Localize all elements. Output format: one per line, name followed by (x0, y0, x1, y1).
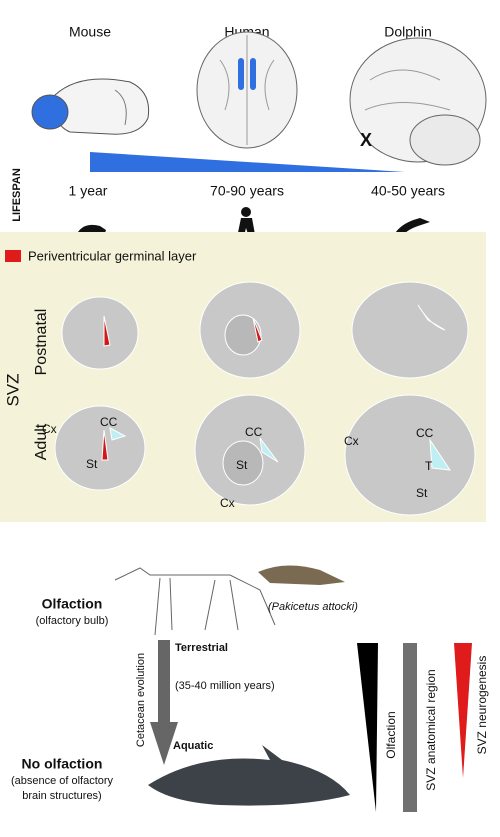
olfaction-label: Olfaction (42, 596, 103, 612)
section-label: St (86, 457, 98, 471)
lifespan-wedge (90, 152, 405, 172)
no-olfaction-label: No olfaction (22, 756, 103, 772)
brain-sections (54, 281, 476, 516)
skeleton (114, 567, 276, 636)
section-label: St (236, 458, 248, 472)
svz-title: SVZ (3, 373, 22, 406)
neurogenesis-wedge (454, 643, 472, 778)
bar-label: SVZ neurogenesis (475, 656, 489, 755)
no-olfaction-note: brain structures) (22, 790, 101, 802)
section-label: T (425, 459, 433, 473)
pakicetus (258, 565, 345, 585)
evolution-arrow (158, 640, 170, 725)
lifespan-value: 70-90 years (210, 183, 284, 199)
bar-label: Olfaction (384, 711, 398, 758)
time-label: (35-40 million years) (175, 680, 275, 692)
section-label: Cx (42, 422, 57, 436)
section-label: Cx (344, 434, 359, 448)
evolution-axis-label: Cetacean evolution (135, 653, 147, 747)
row-label: Postnatal (33, 309, 50, 376)
species-label: Mouse (69, 24, 111, 40)
terrestrial-label: Terrestrial (175, 642, 228, 654)
aquatic-label: Aquatic (173, 740, 213, 752)
section-label: CC (245, 425, 263, 439)
dolphin (148, 745, 350, 806)
olfaction-wedge (357, 643, 378, 812)
dolphin-brain (349, 37, 487, 166)
human-brain (196, 31, 298, 149)
evolution-arrowhead (150, 722, 178, 765)
bar-label: SVZ anatomical region (424, 669, 438, 790)
svz-region-bar (403, 643, 417, 812)
row-label: Adult (33, 423, 50, 460)
species-label: Dolphin (384, 24, 431, 40)
lifespan-value: 40-50 years (371, 183, 445, 199)
section-label: CC (100, 415, 118, 429)
lifespan-label: LIFESPAN (11, 168, 23, 222)
no-olfaction-note: (absence of olfactory (11, 775, 114, 787)
lifespan-value: 1 year (69, 183, 108, 199)
section-label: St (416, 486, 428, 500)
legend-swatch (5, 250, 21, 262)
olfaction-note: (olfactory bulb) (36, 615, 109, 627)
section-label: Cx (220, 496, 235, 510)
marker: X (360, 130, 372, 150)
ancestor-label: (Pakicetus attocki) (268, 601, 358, 613)
mouse-brain (31, 78, 150, 135)
legend-label: Periventricular germinal layer (28, 248, 197, 263)
section-label: CC (416, 426, 434, 440)
